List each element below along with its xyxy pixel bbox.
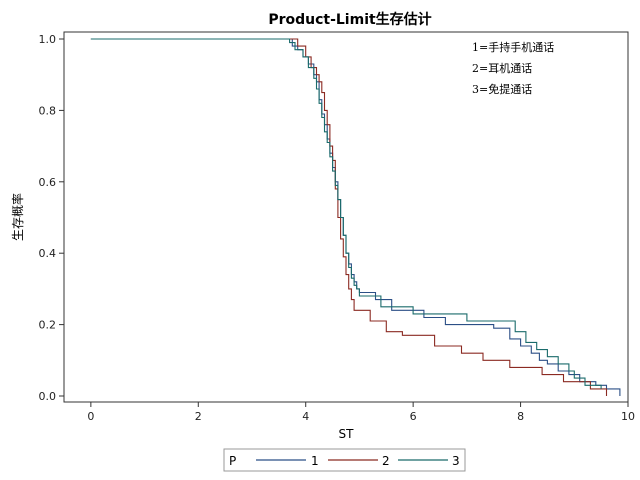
legend: P 1 2 3 <box>223 448 466 472</box>
y-tick-label: 0.8 <box>39 104 57 117</box>
annotation-1: 1=手持手机通话 <box>472 40 554 54</box>
y-tick-label: 0.4 <box>39 247 57 260</box>
series-line-3 <box>90 38 602 389</box>
legend-label-3: 3 <box>452 454 460 468</box>
legend-label-2: 2 <box>382 454 390 468</box>
annotation-2: 2=耳机通话 <box>472 61 532 75</box>
x-tick-label: 8 <box>517 410 524 423</box>
series-lines <box>90 38 621 396</box>
x-tick-label: 10 <box>621 410 635 423</box>
legend-label-1: 1 <box>311 454 319 468</box>
x-tick-label: 6 <box>410 410 417 423</box>
y-axis-label: 生存概率 <box>10 193 25 241</box>
series-line-1 <box>90 38 621 396</box>
y-tick-label: 0.6 <box>39 176 57 189</box>
series-line-2 <box>90 38 608 396</box>
x-axis-label: ST <box>339 427 355 441</box>
legend-title: P <box>229 454 236 468</box>
x-tick-label: 4 <box>302 410 309 423</box>
plot-frame <box>63 31 629 403</box>
x-tick-label: 2 <box>195 410 202 423</box>
axis-ticks: 0 2 4 6 8 10 0.0 0.2 0.4 0.6 0.8 1.0 <box>39 33 636 423</box>
y-tick-label: 0.2 <box>39 319 57 332</box>
y-tick-label: 0.0 <box>39 390 57 403</box>
y-tick-label: 1.0 <box>39 33 57 46</box>
chart-title: Product-Limit生存估计 <box>268 11 431 28</box>
annotation-3: 3=免提通话 <box>472 82 532 96</box>
x-tick-label: 0 <box>87 410 94 423</box>
